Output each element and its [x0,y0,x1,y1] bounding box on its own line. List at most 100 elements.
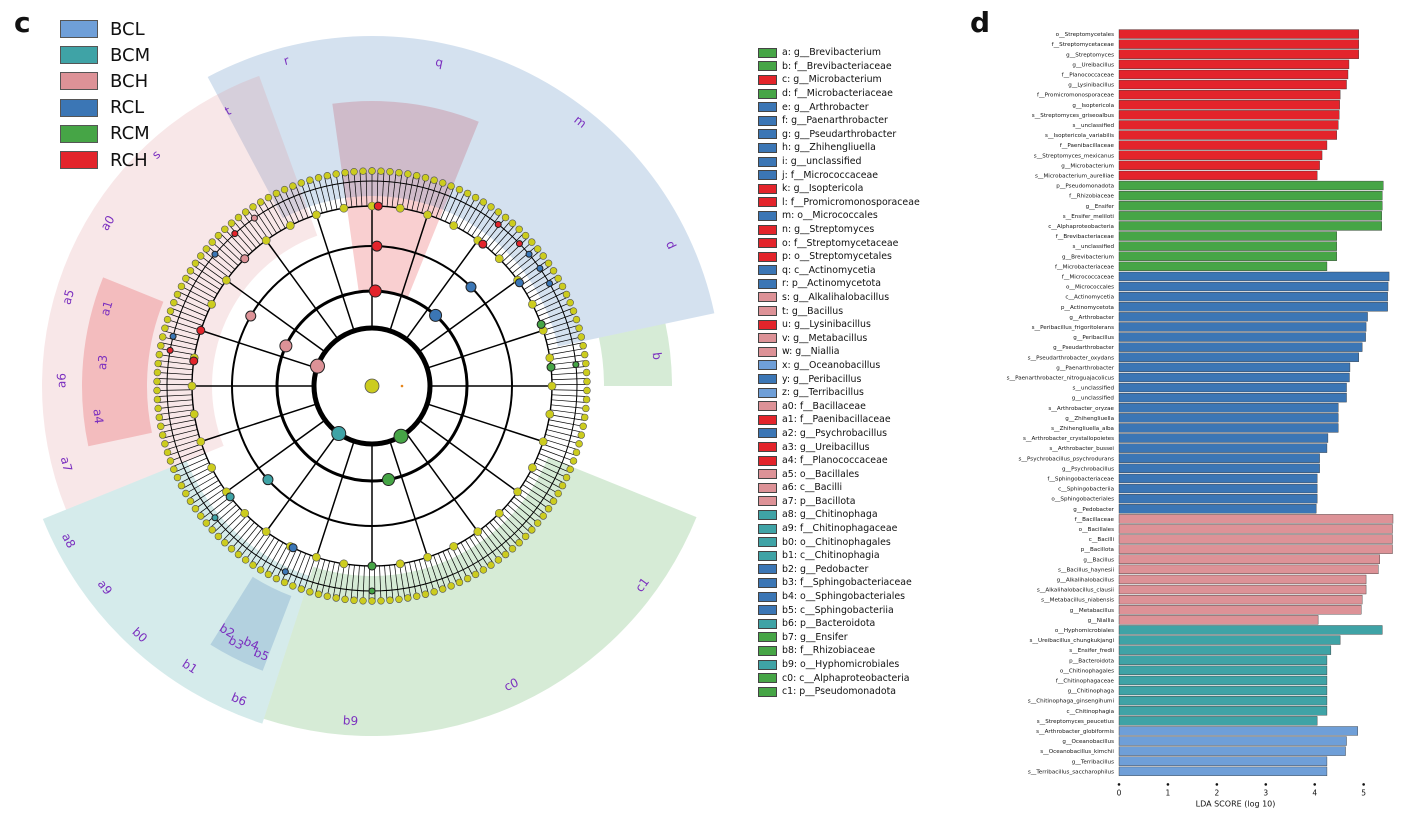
tree-spoke [521,265,551,286]
internal-node [312,552,321,562]
tree-spoke [494,229,520,256]
tree-spoke [163,429,198,439]
clade-legend-item: n: g__Streptomyces [758,223,920,237]
tree-spoke [542,443,576,456]
significant-node [393,428,409,444]
root-center-dot [400,384,404,388]
tree-spoke [518,260,548,282]
leaf-node [368,597,376,605]
tree-spoke [176,296,209,312]
internal-node [423,210,432,220]
leaf-node [153,377,161,386]
leaf-node [249,203,257,211]
lda-bar-label: f__Brevibacteriaceae [1056,234,1115,240]
bars: o__Streptomycetales f__Streptomycetaceaeg… [1007,29,1394,777]
leaf-node [297,179,305,187]
tree-spoke [350,565,355,601]
group-legend-label: BCM [110,44,151,66]
clade-legend-swatch [758,509,777,520]
tree-spoke [160,419,196,427]
sector-label: r [282,53,290,68]
leaf-node [580,350,589,359]
lda-bar-label: g__unclassified [1072,396,1115,402]
sector-label: c0 [502,675,521,694]
clade-legend-swatch [758,61,777,72]
clade-legend-swatch [758,360,777,371]
tree-spoke [538,453,572,467]
tree-spoke [449,191,466,224]
clade-legend-item: b4: o__Sphingobacteriales [758,590,920,604]
leaf-node [554,489,562,498]
leaf-node [182,489,190,498]
leaf-node [479,198,488,206]
tree-spoke [451,547,468,579]
tree-spoke [469,537,489,567]
tree-spoke [534,462,567,478]
tree-spoke [191,484,222,505]
clade-legend-swatch [758,265,777,276]
clade-legend-label: d: f__Microbacteriaceae [782,88,893,100]
tree-spoke [386,171,391,207]
group-legend-swatch [60,72,98,91]
tree-spoke [162,336,197,346]
lda-bar-label: s__Arthrobacter_bussei [1049,446,1114,452]
lda-bar-label: g__Microbacterium [1061,163,1114,169]
clade-legend-swatch [758,142,777,153]
tree-spoke [170,448,204,462]
tree-spoke [502,237,528,263]
tree-spoke [523,270,554,290]
tree-spoke [418,559,429,594]
group-legend-swatch [60,124,98,143]
lda-bar [1118,190,1383,201]
leaf-node [177,481,186,490]
leaf-node [580,413,589,422]
clade-highlight-sector [210,576,292,671]
leaf-nodes [153,167,591,605]
lda-bar [1118,756,1328,766]
tree-spoke [530,471,562,489]
tree-spoke [160,348,195,356]
lda-bar [1118,675,1328,686]
lda-bar-label: o__Bacillales [1079,527,1114,533]
leaf-node [191,505,200,513]
leaf-node [582,359,590,368]
clade-legend-item: h: g__Zhihengliuella [758,141,920,155]
clade-legend-label: a8: g__Chitinophaga [782,509,878,521]
significant-node [525,250,533,258]
clade-legend-swatch [758,550,777,561]
lda-bar-label: p__Actinomycetota [1061,305,1114,311]
clade-legend-item: b5: c__Sphingobacteriia [758,603,920,617]
clade-legend-item: j: f__Micrococcaceae [758,168,920,182]
internal-node [339,559,349,569]
leaf-node [501,550,510,559]
internal-node [187,381,197,391]
tree-spoke [326,561,335,597]
clade-highlight-sector [42,460,311,724]
tree-spoke [522,484,553,505]
leaf-node [241,208,250,216]
clade-legend-swatch [758,496,777,507]
tree-spoke [281,549,297,582]
internal-node [196,437,206,446]
leaf-node [579,422,587,430]
tree-spoke [444,189,460,222]
clade-legend-swatch [758,414,777,425]
clade-legend-label: b: f__Brevibacteriaceae [782,60,892,72]
leaf-node [256,198,265,206]
lda-bar [1118,685,1328,696]
lda-bar-label: s__Ureibacillus_chungkukjangi [1030,638,1115,644]
lda-bar-label: g__Ensifer [1086,204,1115,210]
internal-node [285,221,295,230]
clade-legend-item: b3: f__Sphingobacteriaceae [758,576,920,590]
tree-spoke [426,329,544,369]
leaf-node [572,315,581,324]
internal-node [240,508,250,518]
leaf-node [306,588,314,596]
tree-spoke [536,457,570,473]
clade-legend-swatch [758,346,777,357]
clade-legend-swatch [758,102,777,113]
significant-node [478,239,488,249]
tree-spoke [496,515,522,541]
clade-legend-item: c: g__Microbacterium [758,73,920,87]
clade-highlight-sector [82,277,164,447]
